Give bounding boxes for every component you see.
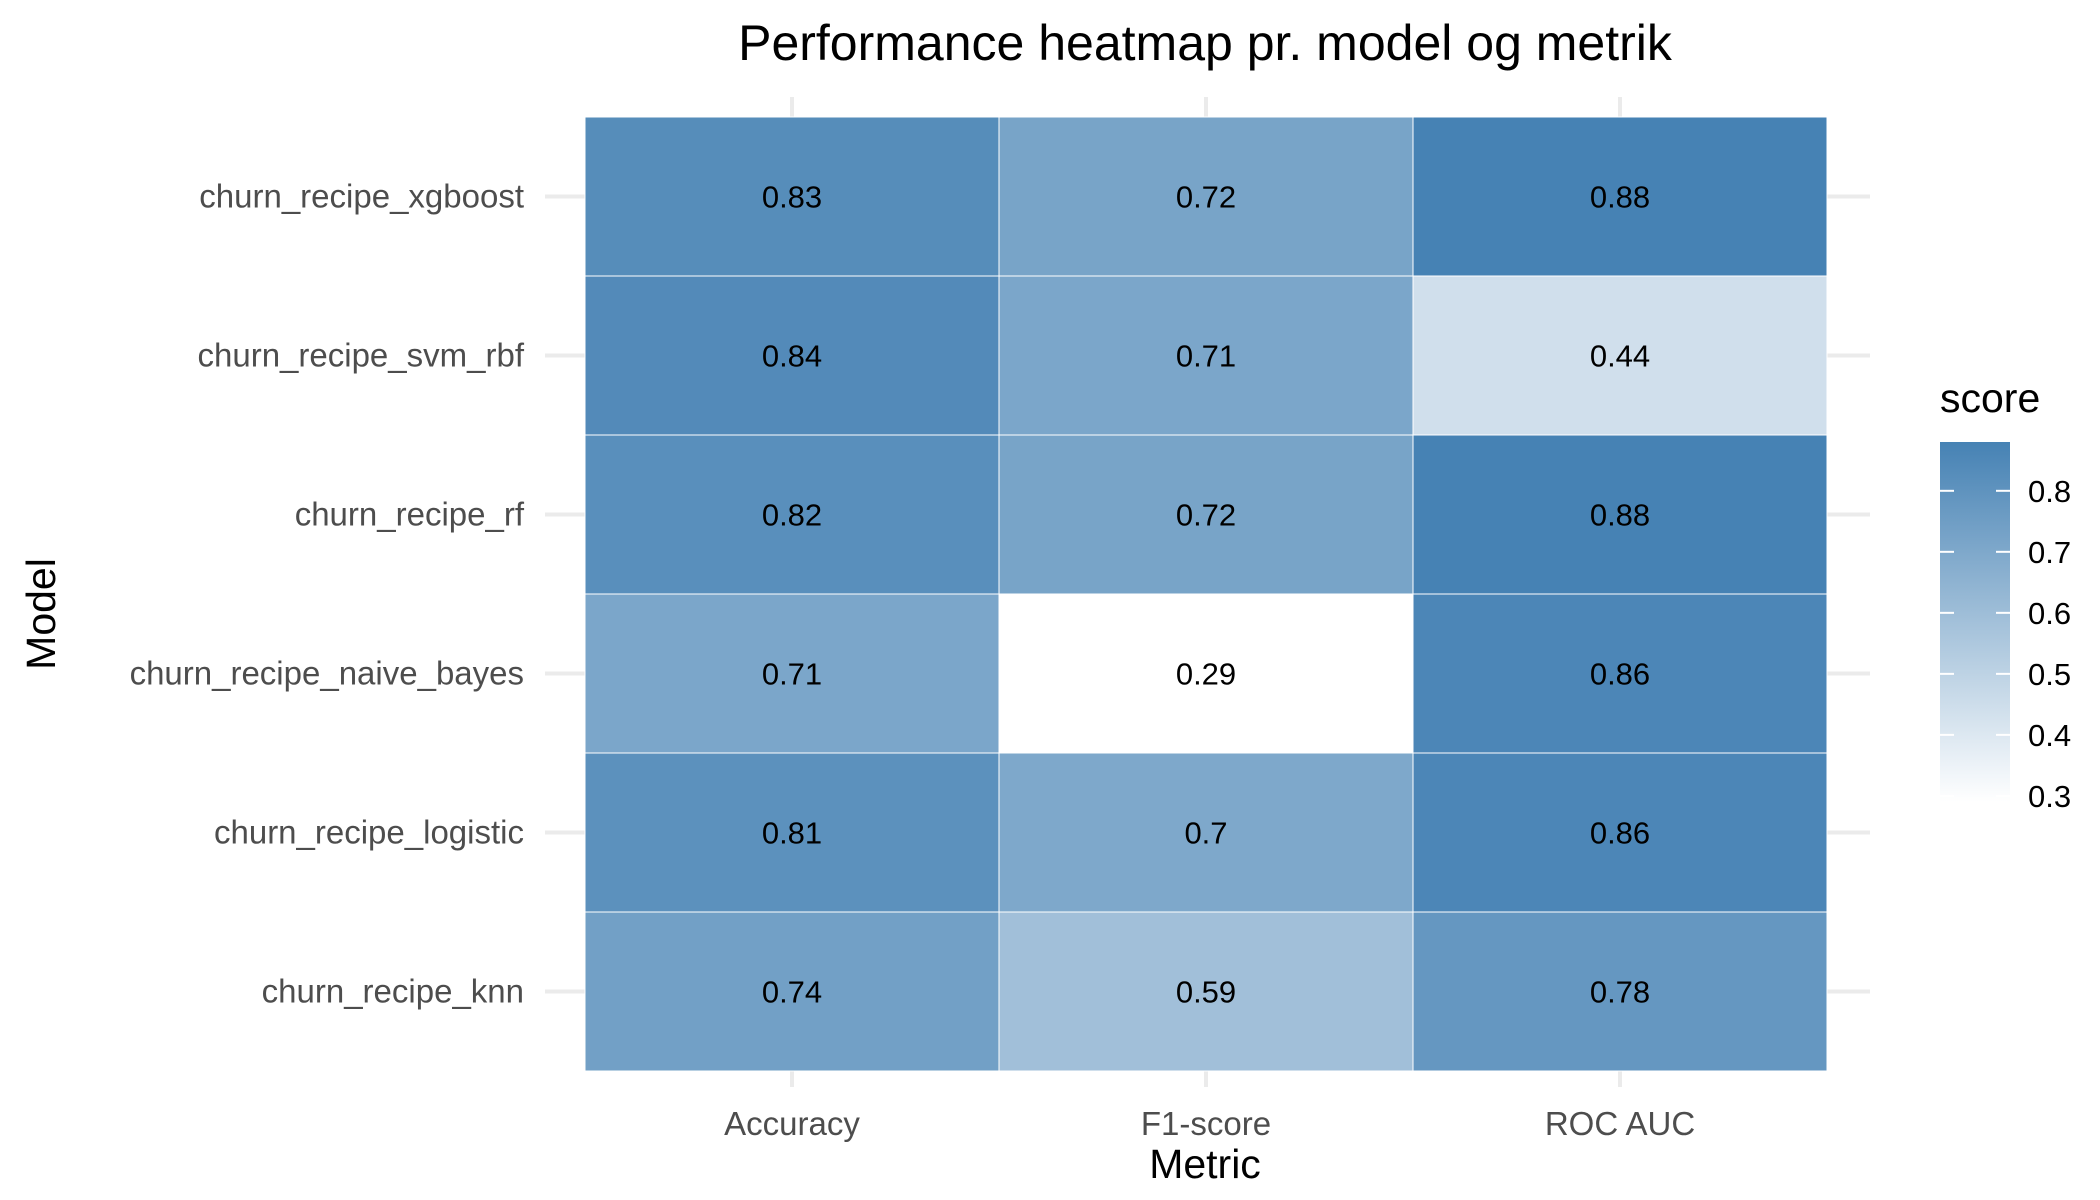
heatmap-cell	[998, 752, 1414, 913]
y-axis-title: Model	[18, 558, 64, 670]
cell-value-label: 0.82	[762, 498, 822, 533]
cell-value-label: 0.74	[762, 975, 822, 1010]
heatmap-cell	[584, 593, 1000, 754]
legend-ticks: 0.3 0.4 0.5 0.6 0.7 0.8	[1940, 474, 2071, 814]
x-tick-label: ROC AUC	[1545, 1105, 1695, 1142]
y-tick-labels: churn_recipe_xgboost churn_recipe_svm_rbf…	[130, 178, 525, 1010]
heatmap-cell	[1412, 434, 1828, 595]
x-tick-labels: Accuracy F1-score ROC AUC	[724, 1105, 1695, 1142]
legend-tick-label: 0.5	[2028, 657, 2071, 692]
cell-value-label: 0.86	[1590, 816, 1650, 851]
heatmap-cell	[998, 911, 1414, 1072]
x-axis-title: Metric	[1149, 1141, 1261, 1187]
cell-value-label: 0.88	[1590, 180, 1650, 215]
cell-value-label: 0.71	[762, 657, 822, 692]
legend-tick-label: 0.3	[2028, 779, 2071, 814]
chart-title: Performance heatmap pr. model og metrik	[738, 15, 1673, 71]
cell-value-label: 0.29	[1176, 657, 1236, 692]
cell-value-label: 0.71	[1176, 339, 1236, 374]
heatmap-cell	[998, 434, 1414, 595]
y-tick-label: churn_recipe_xgboost	[199, 178, 524, 215]
heatmap-cell	[1412, 275, 1828, 436]
heatmap-cell	[1412, 752, 1828, 913]
heatmap-cell	[584, 752, 1000, 913]
y-tick-label: churn_recipe_logistic	[214, 814, 524, 851]
cell-value-label: 0.72	[1176, 180, 1236, 215]
heatmap-cell	[998, 593, 1414, 754]
heatmap-cell	[998, 116, 1414, 277]
legend-title: score	[1940, 375, 2040, 421]
cell-labels: 0.83 0.72 0.88 0.84 0.71 0.44 0.82 0.72 0.88 0.71…	[762, 180, 1650, 1010]
legend-tick-label: 0.8	[2028, 474, 2071, 509]
heatmap-cells	[584, 116, 1828, 1072]
heatmap-cell	[584, 434, 1000, 595]
cell-value-label: 0.7	[1184, 816, 1227, 851]
legend-tick-label: 0.6	[2028, 596, 2071, 631]
y-tick-label: churn_recipe_rf	[295, 496, 525, 533]
cell-value-label: 0.83	[762, 180, 822, 215]
x-tick-label: F1-score	[1141, 1105, 1271, 1142]
legend-colorbar	[1940, 442, 2010, 802]
legend: score 0.3 0.4 0.5 0.6 0.7 0.8	[1940, 375, 2071, 814]
y-tick-label: churn_recipe_knn	[262, 973, 524, 1010]
legend-tick-label: 0.4	[2028, 718, 2071, 753]
cell-value-label: 0.44	[1590, 339, 1650, 374]
heatmap-cell	[998, 275, 1414, 436]
cell-value-label: 0.88	[1590, 498, 1650, 533]
cell-value-label: 0.86	[1590, 657, 1650, 692]
cell-value-label: 0.72	[1176, 498, 1236, 533]
y-tick-label: churn_recipe_naive_bayes	[130, 655, 524, 692]
cell-value-label: 0.78	[1590, 975, 1650, 1010]
heatmap-cell	[1412, 911, 1828, 1072]
heatmap-cell	[584, 275, 1000, 436]
cell-value-label: 0.81	[762, 816, 822, 851]
cell-value-label: 0.59	[1176, 975, 1236, 1010]
cell-value-label: 0.84	[762, 339, 822, 374]
legend-tick-label: 0.7	[2028, 535, 2071, 570]
y-tick-label: churn_recipe_svm_rbf	[198, 337, 525, 374]
x-tick-label: Accuracy	[724, 1105, 860, 1142]
heatmap-cell	[1412, 593, 1828, 754]
heatmap-cell	[584, 911, 1000, 1072]
